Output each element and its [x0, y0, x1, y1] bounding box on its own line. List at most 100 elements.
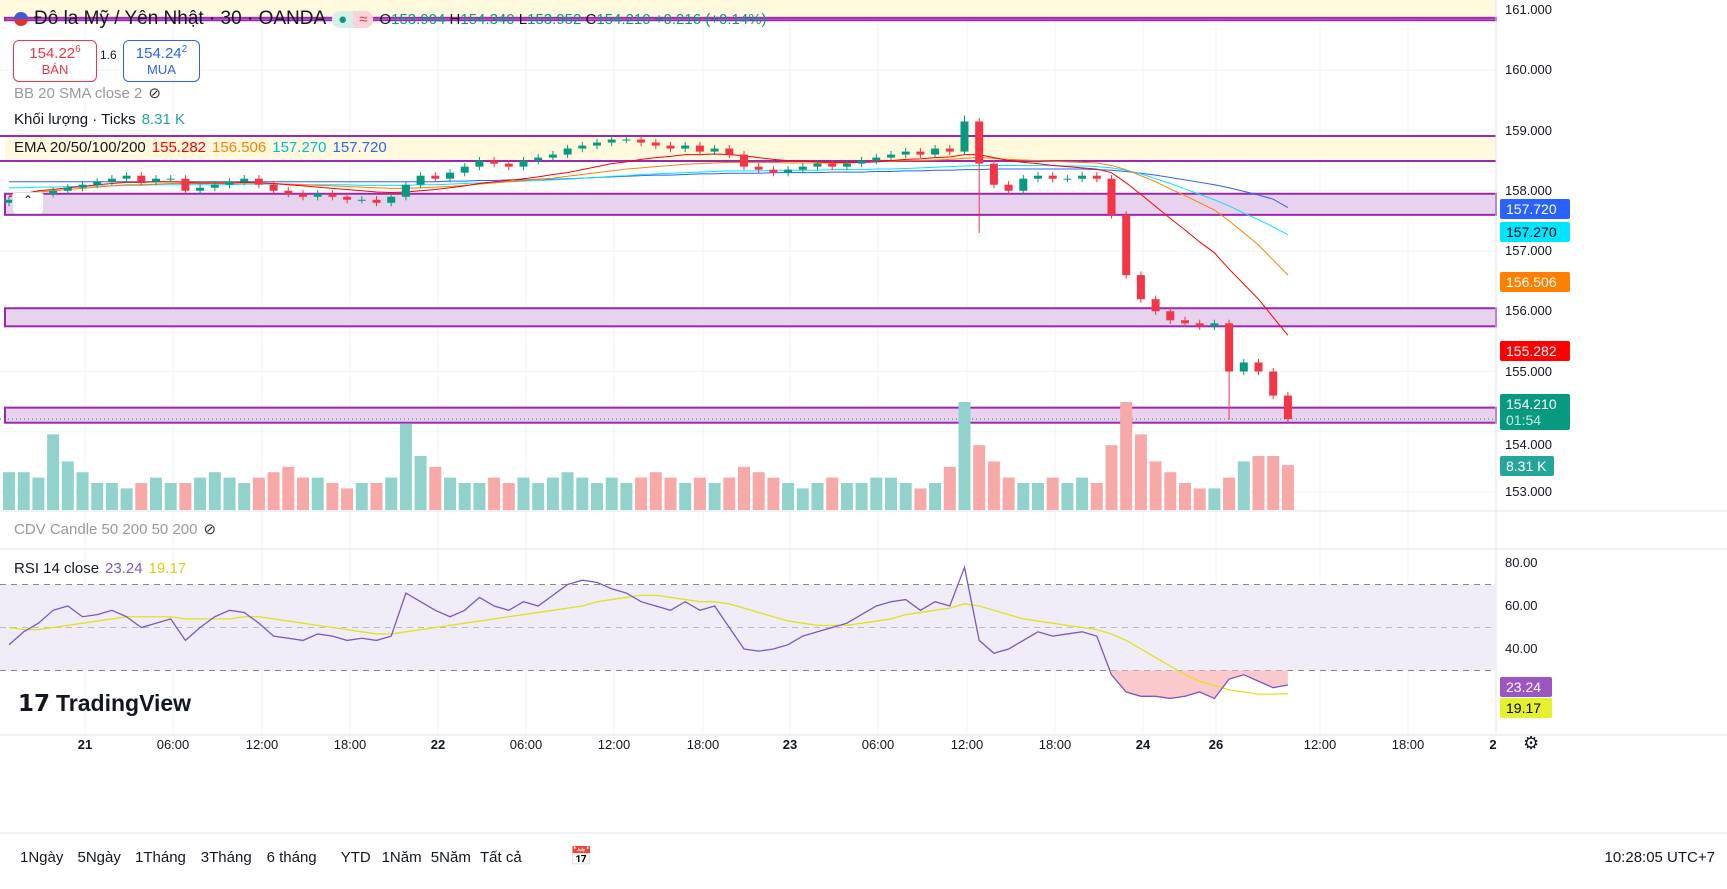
- time-axis-label: 18:00: [1391, 737, 1425, 752]
- volume-bar: [223, 477, 236, 510]
- ema20-line: [8, 153, 1289, 336]
- range-button[interactable]: 6 tháng: [266, 849, 317, 866]
- logo-icon: 𝟭𝟳: [18, 690, 51, 716]
- range-button[interactable]: 1Năm: [381, 849, 422, 866]
- candle-body: [343, 196, 352, 200]
- candle-body: [607, 139, 616, 143]
- rsi-ma-tag: 19.17: [1500, 698, 1552, 718]
- eye-hidden-icon[interactable]: ⊘: [148, 85, 161, 102]
- candle-body: [1004, 184, 1013, 191]
- range-button[interactable]: 1Ngày: [20, 849, 64, 866]
- volume-bar: [1281, 465, 1294, 510]
- volume-bar: [591, 483, 603, 510]
- range-button[interactable]: 3Tháng: [200, 849, 252, 866]
- candle-body: [563, 148, 572, 155]
- volume-bar: [987, 461, 1000, 510]
- time-axis-label: 22: [430, 737, 446, 752]
- candle-body: [269, 184, 278, 191]
- volume-bar: [870, 477, 883, 510]
- bb-legend[interactable]: BB 20 SMA close 2 ⊘: [14, 84, 161, 103]
- volume-bar: [1032, 483, 1044, 510]
- volume-bar: [855, 483, 868, 510]
- symbol-legend: Đô la Mỹ / Yên Nhật · 30 · OANDA ● ≈ O153…: [14, 8, 767, 30]
- rsi-tag: 23.24: [1500, 677, 1552, 697]
- time-axis-label: 06:00: [509, 737, 543, 752]
- tradingview-logo[interactable]: 𝟭𝟳 TradingView: [18, 690, 192, 716]
- time-axis-label: 12:00: [245, 737, 279, 752]
- volume-bar: [150, 477, 162, 510]
- zone-rect: [4, 307, 1497, 328]
- candle-body: [1078, 175, 1087, 179]
- candle-body: [1048, 175, 1057, 179]
- ema-legend[interactable]: EMA 20/50/100/200 155.282 156.506 157.270 15…: [14, 139, 387, 156]
- volume-bar: [973, 445, 986, 510]
- spread-value: 1.6: [100, 48, 117, 62]
- buy-button[interactable]: 154.242 MUA: [123, 40, 200, 82]
- time-axis-label: 18:00: [333, 737, 367, 752]
- cdv-legend[interactable]: CDV Candle 50 200 50 200 ⊘: [14, 520, 217, 539]
- eye-hidden-icon[interactable]: ⊘: [203, 521, 217, 538]
- candle-body: [666, 145, 675, 149]
- volume-bar: [399, 423, 412, 510]
- collapse-button[interactable]: ⌃: [12, 192, 44, 214]
- volume-bar: [1252, 456, 1265, 510]
- settings-icon[interactable]: ⚙: [1523, 733, 1540, 753]
- candle-body: [725, 148, 734, 155]
- volume-bar: [649, 472, 662, 510]
- price-axis-label: 155.000: [1505, 363, 1552, 379]
- range-button[interactable]: 5Ngày: [77, 849, 121, 866]
- calendar-icon[interactable]: 📅: [570, 846, 593, 866]
- candle-body: [1210, 323, 1219, 327]
- candle-body: [166, 178, 175, 180]
- candle-body: [931, 148, 940, 155]
- volume-bar: [488, 477, 501, 510]
- volume-bar: [620, 483, 633, 510]
- volume-bar: [782, 483, 795, 510]
- volume-bar: [767, 477, 780, 510]
- volume-bar: [1164, 472, 1177, 510]
- candle-body: [446, 172, 454, 179]
- range-button[interactable]: Tất cả: [480, 849, 522, 866]
- volume-bar: [267, 472, 280, 510]
- candle-body: [651, 142, 660, 146]
- ema50-line: [8, 157, 1289, 276]
- candle-body: [681, 145, 690, 149]
- candle-body: [1254, 362, 1263, 372]
- candle-body: [989, 163, 998, 185]
- range-button[interactable]: 5Năm: [430, 849, 471, 866]
- ohlc-values: O153.904 H154.340 L153.952 C154.210 +0.2…: [379, 10, 767, 28]
- volume-bar: [444, 477, 456, 510]
- sell-button[interactable]: 154.226 BÁN: [13, 40, 97, 82]
- volume-bar: [943, 466, 956, 510]
- candle-body: [842, 163, 851, 167]
- range-button[interactable]: YTD: [340, 849, 371, 866]
- candle-body: [593, 142, 601, 146]
- volume-bar: [635, 477, 648, 510]
- candle-body: [1239, 362, 1248, 372]
- volume-bar: [47, 434, 60, 510]
- volume-bar: [385, 477, 398, 510]
- volume-legend[interactable]: Khối lượng · Ticks 8.31 K: [14, 111, 185, 128]
- time-axis-label: 18:00: [686, 737, 720, 752]
- volume-bar: [561, 472, 574, 510]
- rsi-ma-line: [8, 594, 1288, 695]
- volume-bar: [164, 483, 177, 510]
- symbol-title[interactable]: Đô la Mỹ / Yên Nhật · 30 · OANDA: [34, 8, 327, 29]
- time-axis-label: 23: [782, 737, 798, 752]
- volume-bar: [664, 477, 677, 510]
- rsi-legend[interactable]: RSI 14 close 23.24 19.17: [14, 560, 187, 577]
- range-button[interactable]: 1Tháng: [135, 849, 186, 866]
- candle-body: [254, 178, 263, 185]
- volume-bar: [899, 483, 912, 510]
- volume-bar: [135, 483, 148, 510]
- rsi-axis-label: 60.00: [1505, 598, 1538, 613]
- volume-bar: [1002, 477, 1015, 510]
- flag-icon: [14, 12, 28, 26]
- clock[interactable]: 10:28:05 UTC+7: [1604, 849, 1716, 866]
- candle-body: [152, 178, 160, 182]
- time-axis-label: 06:00: [156, 737, 190, 752]
- volume-bar: [1237, 461, 1250, 510]
- rsi-axis-label: 80.00: [1505, 555, 1538, 570]
- time-axis-label: 18:00: [1038, 737, 1072, 752]
